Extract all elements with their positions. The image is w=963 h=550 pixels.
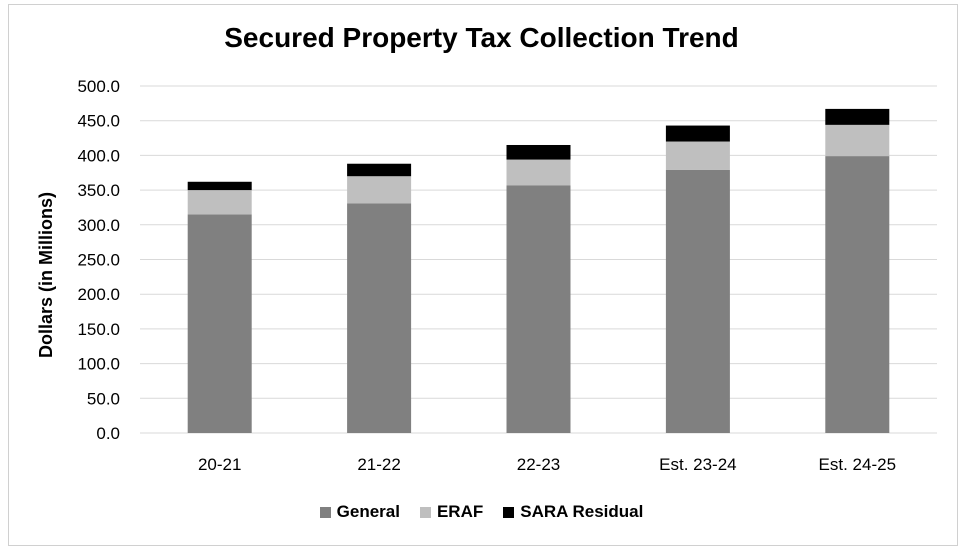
y-tick-label: 200.0 [77, 285, 120, 304]
legend-swatch [503, 506, 515, 518]
y-tick-label: 150.0 [77, 320, 120, 339]
y-tick-label: 350.0 [77, 181, 120, 200]
bar-segment-sara-residual [506, 144, 571, 160]
bar-segment-eraf [506, 159, 571, 186]
y-axis-ticks: 0.0 50.0 100.0 150.0 200.0 250.0 300.0 350.0 400… [77, 77, 120, 443]
bar-segment-sara-residual [665, 125, 730, 142]
bar-segment-eraf [187, 190, 252, 215]
x-tick-label: Est. 23-24 [659, 455, 737, 474]
legend-item: SARA Residual [503, 502, 643, 522]
legend-label: SARA Residual [520, 502, 644, 521]
legend-label: General [336, 502, 400, 521]
bar-segment-sara-residual [187, 181, 252, 191]
y-tick-label: 450.0 [77, 112, 120, 131]
legend-swatch [419, 506, 431, 518]
bar-segment-eraf [665, 141, 730, 170]
bar-segment-general [347, 203, 412, 433]
x-tick-label: 22-23 [517, 455, 560, 474]
x-tick-label: 20-21 [198, 455, 241, 474]
bar-segment-sara-residual [347, 163, 412, 177]
legend-item: General [319, 502, 400, 522]
y-tick-label: 100.0 [77, 355, 120, 374]
bar-segment-eraf [825, 124, 890, 157]
y-tick-label: 300.0 [77, 216, 120, 235]
legend-label: ERAF [436, 502, 484, 521]
x-axis-ticks: 20-21 21-22 22-23 Est. 23-24 Est. 24-25 [198, 455, 896, 474]
bar-segment-eraf [347, 176, 412, 204]
bar-segment-general [506, 185, 571, 433]
y-axis-label: Dollars (in Millions) [36, 192, 56, 358]
x-tick-label: 21-22 [357, 455, 400, 474]
bar-segment-general [825, 156, 890, 433]
x-tick-label: Est. 24-25 [819, 455, 897, 474]
chart-frame [8, 4, 958, 546]
chart-title: Secured Property Tax Collection Trend [224, 22, 739, 53]
legend: General ERAF SARA Residual [0, 502, 963, 522]
bar-segment-general [665, 169, 730, 433]
bar-segment-general [187, 214, 252, 433]
y-tick-label: 250.0 [77, 251, 120, 270]
legend-swatch [319, 506, 331, 518]
y-tick-label: 500.0 [77, 77, 120, 96]
y-tick-label: 50.0 [87, 389, 120, 408]
y-tick-label: 400.0 [77, 146, 120, 165]
y-tick-label: 0.0 [96, 424, 120, 443]
legend-item: ERAF [419, 502, 484, 522]
bars [187, 108, 890, 433]
bar-segment-sara-residual [825, 108, 890, 125]
